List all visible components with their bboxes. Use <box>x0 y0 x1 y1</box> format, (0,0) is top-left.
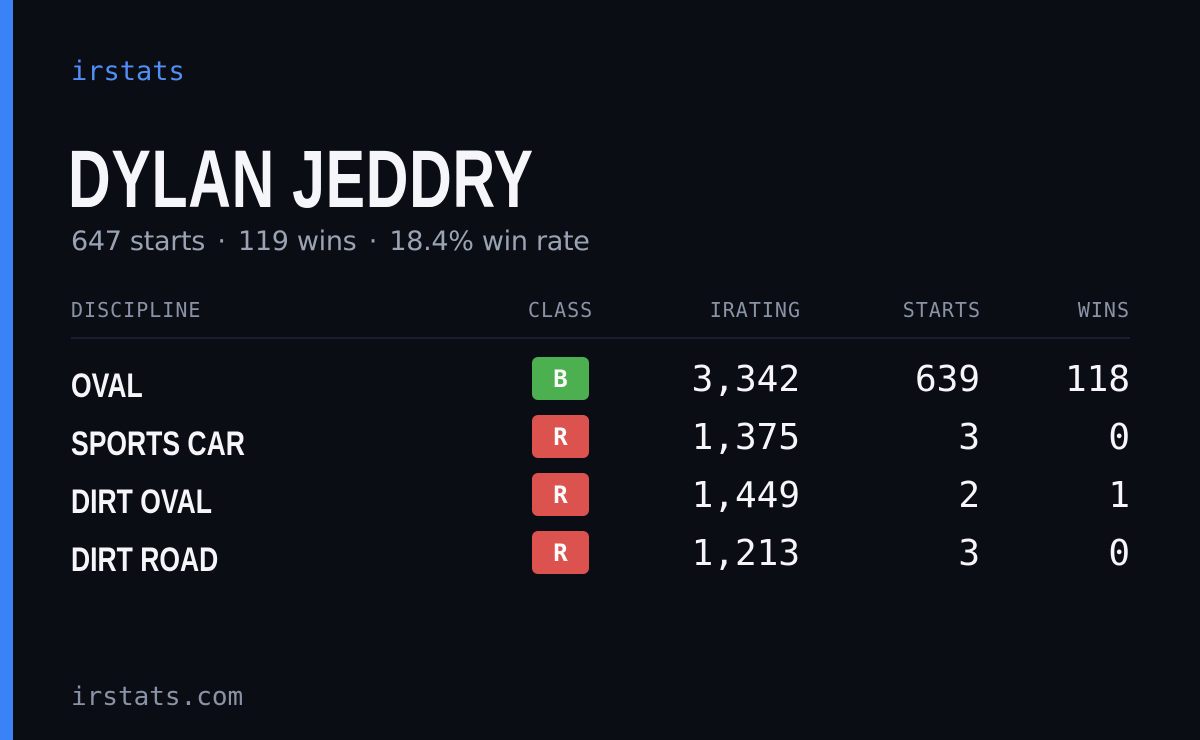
row-irating: 1,213 <box>691 533 800 574</box>
class-badge: B <box>532 357 589 400</box>
table-body: OVAL B 3,342 639 118 SPORTS CAR R 1,375 … <box>71 339 1130 587</box>
player-summary: 647 starts · 119 wins · 18.4% win rate <box>71 226 590 257</box>
player-name: DYLAN JEDDRY <box>68 134 534 225</box>
table-row: OVAL B 3,342 639 118 <box>71 355 1130 413</box>
summary-win-rate: 18.4% win rate <box>389 226 590 257</box>
row-irating: 1,375 <box>691 417 800 458</box>
stats-table: DISCIPLINE CLASS IRATING STARTS WINS OVA… <box>71 296 1130 587</box>
table-header: DISCIPLINE CLASS IRATING STARTS WINS <box>71 296 1130 339</box>
summary-wins: 119 wins <box>237 226 357 257</box>
summary-starts: 647 starts <box>71 226 206 257</box>
class-badge: R <box>532 415 589 458</box>
header-starts: STARTS <box>902 298 981 322</box>
summary-separator: · <box>217 226 226 257</box>
row-irating: 1,449 <box>691 475 800 516</box>
row-starts: 3 <box>958 533 980 574</box>
row-irating: 3,342 <box>691 359 800 400</box>
table-row: DIRT ROAD R 1,213 3 0 <box>71 529 1130 587</box>
row-discipline: OVAL <box>71 367 143 405</box>
class-badge: R <box>532 473 589 516</box>
table-row: SPORTS CAR R 1,375 3 0 <box>71 413 1130 471</box>
row-wins: 1 <box>1108 475 1130 516</box>
row-discipline: DIRT ROAD <box>71 541 219 579</box>
brand-logo[interactable]: irstats <box>71 56 185 87</box>
row-wins: 0 <box>1108 417 1130 458</box>
header-class: CLASS <box>528 298 594 322</box>
table-row: DIRT OVAL R 1,449 2 1 <box>71 471 1130 529</box>
row-starts: 3 <box>958 417 980 458</box>
footer-site-link[interactable]: irstats.com <box>71 682 244 712</box>
header-wins: WINS <box>1077 298 1130 322</box>
row-starts: 2 <box>958 475 980 516</box>
accent-bar <box>0 0 13 740</box>
row-wins: 118 <box>1064 359 1130 400</box>
row-discipline: DIRT OVAL <box>71 483 212 521</box>
row-starts: 639 <box>914 359 980 400</box>
row-wins: 0 <box>1108 533 1130 574</box>
header-discipline: DISCIPLINE <box>71 298 202 322</box>
summary-separator: · <box>368 226 378 257</box>
header-irating: IRATING <box>709 298 801 322</box>
row-discipline: SPORTS CAR <box>71 425 245 463</box>
class-badge: R <box>532 531 589 574</box>
